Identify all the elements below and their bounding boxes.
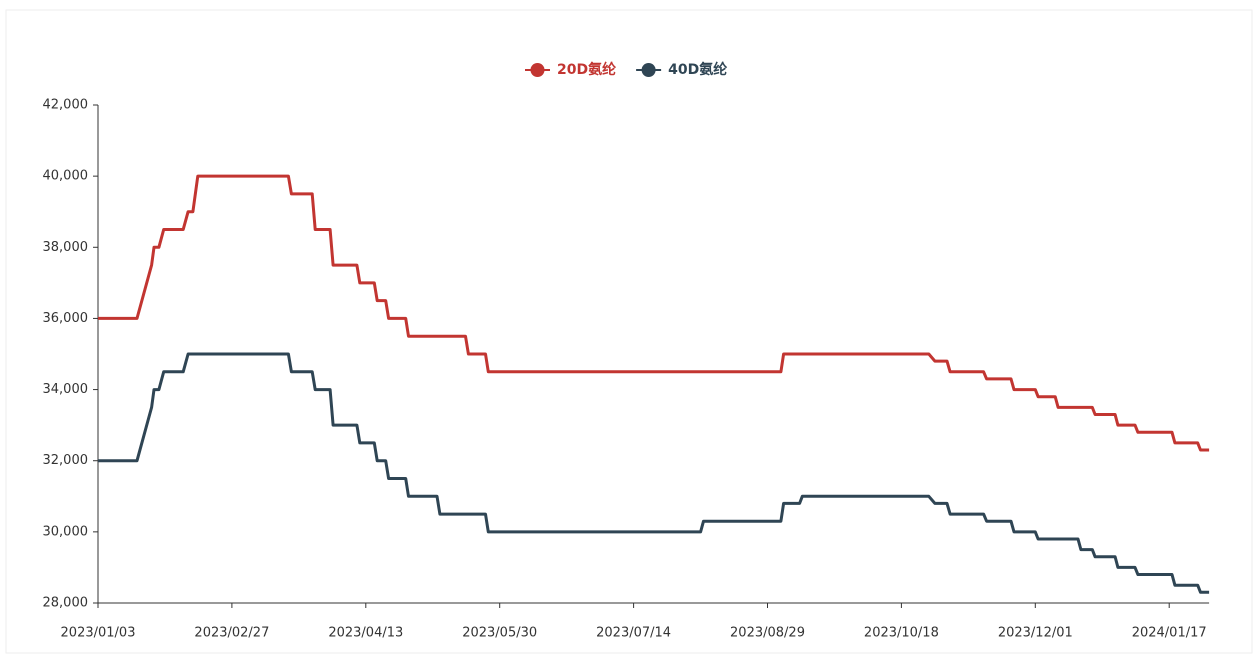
y-tick-label: 34,000: [43, 382, 89, 397]
panel: [5, 9, 1253, 654]
legend-label: 40D氨纶: [668, 61, 727, 78]
y-tick-label: 38,000: [43, 240, 89, 255]
x-tick-label: 2023/01/03: [61, 626, 136, 641]
legend-item: 20D氨纶: [525, 61, 616, 78]
x-tick-label: 2024/01/17: [1132, 626, 1207, 641]
y-tick-label: 32,000: [43, 453, 89, 468]
x-tick-label: 2023/10/18: [864, 626, 939, 641]
legend: 20D氨纶 40D氨纶: [525, 61, 727, 78]
x-tick-label: 2023/02/27: [194, 626, 269, 641]
x-tick-label: 2023/05/30: [462, 626, 537, 641]
legend-label: 20D氨纶: [557, 61, 616, 78]
x-tick-label: 2023/04/13: [328, 626, 403, 641]
y-tick-label: 30,000: [43, 524, 89, 539]
y-tick-label: 36,000: [43, 311, 89, 326]
x-tick-label: 2023/12/01: [998, 626, 1073, 641]
legend-marker: [530, 63, 545, 77]
legend-item: 40D氨纶: [636, 61, 727, 78]
y-tick-label: 40,000: [43, 169, 89, 184]
series-line: [98, 174, 1210, 452]
y-tick-label: 28,000: [43, 596, 89, 611]
y-tick-label: 42,000: [43, 98, 89, 113]
x-tick-label: 2023/08/29: [730, 626, 805, 641]
series-line: [98, 352, 1210, 594]
legend-marker: [641, 63, 656, 77]
x-tick-label: 2023/07/14: [596, 626, 671, 641]
